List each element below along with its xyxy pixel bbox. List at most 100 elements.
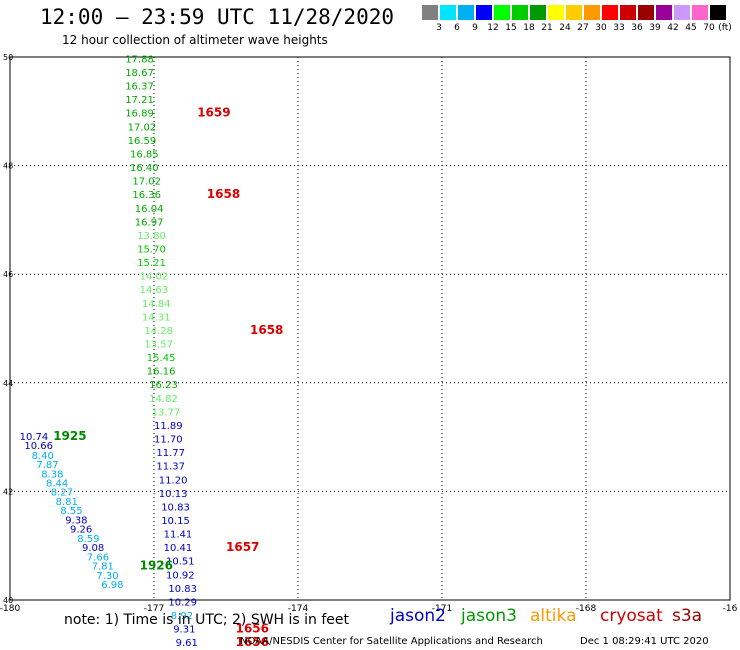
pass-time-label: 1657 bbox=[226, 540, 259, 554]
wave-height-value: 9.08 bbox=[82, 543, 104, 554]
lat-tick-label: 42 bbox=[3, 487, 13, 496]
legend-label: 21 bbox=[541, 23, 553, 33]
wave-height-value: 14.28 bbox=[144, 326, 173, 337]
wave-height-value: 10.15 bbox=[161, 516, 190, 527]
wave-height-value: 11.37 bbox=[156, 462, 185, 473]
legend-label: 42 bbox=[667, 23, 679, 33]
wave-height-value: 11.41 bbox=[164, 530, 193, 541]
wave-height-value: 15.70 bbox=[137, 244, 166, 255]
legend-swatch bbox=[692, 5, 709, 20]
wave-height-value: 17.02 bbox=[132, 177, 161, 188]
legend-label: 39 bbox=[649, 23, 661, 33]
legend-swatch bbox=[440, 5, 457, 20]
wave-height-value: 9.38 bbox=[65, 515, 87, 526]
wave-height-value: 16.23 bbox=[149, 380, 178, 391]
wave-height-value: 15.45 bbox=[147, 353, 176, 364]
wave-height-value: 18.67 bbox=[125, 68, 154, 79]
wave-height-value: 7.66 bbox=[87, 552, 109, 563]
wave-height-value: 6.98 bbox=[101, 580, 123, 591]
plot-frame bbox=[9, 56, 731, 601]
legend-swatch bbox=[656, 5, 673, 20]
lon-tick-label: -180 bbox=[0, 604, 20, 614]
legend-swatch bbox=[602, 5, 619, 20]
wave-height-value: 7.81 bbox=[92, 562, 114, 573]
lat-tick-label: 48 bbox=[3, 162, 13, 171]
wave-height-value: 10.83 bbox=[168, 584, 197, 595]
footer-credit: NOAA/NESDIS Center for Satellite Applica… bbox=[240, 636, 543, 647]
pass-time-label: 1658 bbox=[207, 187, 240, 201]
wave-height-value: 14.84 bbox=[142, 299, 171, 310]
wave-height-value: 8.55 bbox=[60, 506, 82, 517]
wave-height-value: 8.59 bbox=[77, 534, 99, 545]
pass-time-label: 1658 bbox=[250, 323, 283, 337]
satellite-cryosat: cryosat bbox=[600, 606, 663, 626]
legend-swatch bbox=[530, 5, 547, 20]
wave-height-value: 14.63 bbox=[140, 285, 169, 296]
wave-height-value: 9.26 bbox=[70, 525, 92, 536]
legend-swatch bbox=[566, 5, 583, 20]
wave-height-value: 14.31 bbox=[142, 312, 171, 323]
wave-height-value: 13.57 bbox=[144, 340, 173, 351]
wave-height-value: 11.70 bbox=[154, 435, 183, 446]
legend-swatch bbox=[620, 5, 637, 20]
lat-tick-label: 50 bbox=[3, 53, 13, 62]
satellite-jason3: jason3 bbox=[461, 606, 517, 626]
legend-label: 3 bbox=[436, 23, 442, 33]
satellite-jason2: jason2 bbox=[390, 606, 446, 626]
wave-height-value: 17.88 bbox=[125, 54, 154, 65]
wave-height-value: 10.66 bbox=[24, 441, 53, 452]
legend-swatch bbox=[674, 5, 691, 20]
pass-time-label: 1925 bbox=[53, 429, 86, 443]
wave-height-value: 10.83 bbox=[161, 502, 190, 513]
legend-label: 70 bbox=[703, 23, 715, 33]
lon-tick-label: -16 bbox=[723, 604, 738, 614]
page-subtitle: 12 hour collection of altimeter wave hei… bbox=[62, 33, 328, 47]
lat-tick-label: 44 bbox=[3, 379, 13, 388]
wave-height-value: 14.02 bbox=[140, 272, 169, 283]
legend-swatch bbox=[458, 5, 475, 20]
wave-height-value: 17.02 bbox=[128, 122, 157, 133]
satellite-s3a: s3a bbox=[672, 606, 703, 626]
wave-height-value: 16.16 bbox=[147, 367, 176, 378]
legend-label: 27 bbox=[577, 23, 589, 33]
legend-label: 33 bbox=[613, 23, 625, 33]
wave-height-value: 16.89 bbox=[125, 109, 154, 120]
wave-height-value: 10.13 bbox=[159, 489, 188, 500]
lat-tick-label: 46 bbox=[3, 270, 13, 279]
legend-label: 6 bbox=[454, 23, 460, 33]
legend-unit: (ft) bbox=[718, 23, 732, 33]
wave-height-value: 9.31 bbox=[173, 625, 195, 636]
wave-height-value: 16.40 bbox=[130, 163, 159, 174]
lon-tick-label: -171 bbox=[432, 604, 452, 614]
wave-height-value: 16.36 bbox=[132, 190, 161, 201]
legend-swatch bbox=[548, 5, 565, 20]
wave-height-value: 11.89 bbox=[154, 421, 183, 432]
wave-height-value: 16.85 bbox=[130, 149, 159, 160]
wave-height-value: 11.20 bbox=[159, 475, 188, 486]
wave-height-value: 16.97 bbox=[135, 217, 164, 228]
pass-time-label: 1926 bbox=[140, 559, 173, 573]
legend-label: 24 bbox=[559, 23, 571, 33]
wave-height-value: 10.29 bbox=[168, 597, 197, 608]
wave-height-value: 14.82 bbox=[149, 394, 178, 405]
pass-time-label: 1656 bbox=[236, 622, 269, 636]
wave-height-value: 13.80 bbox=[137, 231, 166, 242]
note-text: note: 1) Time is in UTC; 2) SWH is in fe… bbox=[64, 612, 350, 628]
wave-height-value: 16.59 bbox=[128, 136, 157, 147]
legend-swatch bbox=[584, 5, 601, 20]
pass-time-label: 1656 bbox=[236, 635, 269, 649]
wave-height-value: 13.77 bbox=[152, 407, 181, 418]
legend-swatch bbox=[476, 5, 493, 20]
legend-swatch bbox=[512, 5, 529, 20]
wave-height-value: 7.30 bbox=[96, 571, 118, 582]
legend-label: 30 bbox=[595, 23, 607, 33]
wave-height-value: 8.40 bbox=[32, 451, 54, 462]
wave-height-value: 9.61 bbox=[176, 638, 198, 649]
legend-label: 45 bbox=[685, 23, 697, 33]
wave-height-value: 8.81 bbox=[56, 497, 78, 508]
lon-tick-label: -177 bbox=[144, 604, 164, 614]
wave-height-value: 8.38 bbox=[41, 469, 63, 480]
legend-swatch bbox=[638, 5, 655, 20]
legend-label: 36 bbox=[631, 23, 643, 33]
